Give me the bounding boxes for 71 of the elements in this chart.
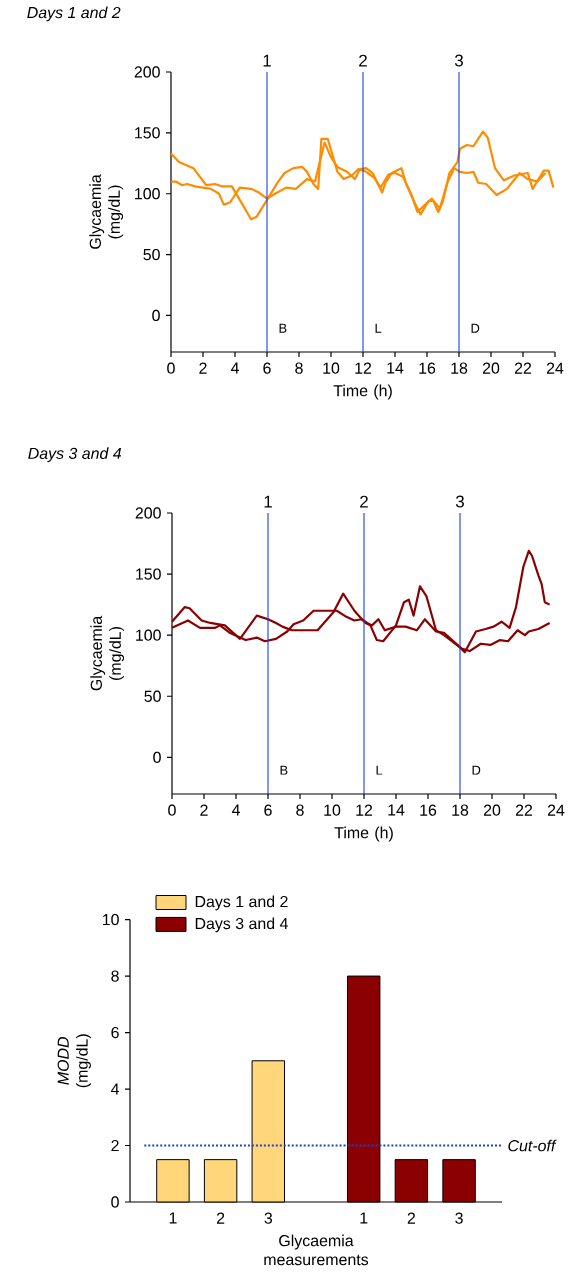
- x-tick-label: 20: [483, 804, 501, 816]
- x-tick-label: 0: [168, 804, 176, 816]
- annotation: B: [280, 765, 288, 775]
- x-tick-label: 24: [547, 804, 565, 816]
- x-tick-label: 16: [420, 804, 437, 816]
- x-tick-label: 8: [295, 362, 303, 374]
- x-tick-label: 2: [216, 1212, 225, 1224]
- y-tick-label: 200: [134, 66, 160, 78]
- chart-title: Days 1 and 2: [27, 6, 121, 22]
- y-tick-label: 200: [135, 507, 161, 519]
- x-tick-label: 14: [388, 804, 405, 816]
- x-tick-label: 8: [296, 804, 304, 816]
- x-tick-label: 6: [264, 804, 272, 816]
- text: 3: [454, 54, 463, 67]
- x-tick-label: 10: [324, 804, 341, 816]
- x-tick-label: 22: [514, 362, 532, 374]
- y-tick-label: 4: [110, 1083, 120, 1095]
- x-tick-label: 22: [515, 804, 533, 816]
- y-axis-title: Glycaemia (mg/dL): [89, 174, 124, 249]
- y-tick-label: 100: [136, 629, 161, 641]
- x-tick-label: 10: [323, 362, 340, 374]
- text: 2: [360, 495, 368, 508]
- text: 1: [264, 495, 272, 508]
- text: 1: [263, 54, 271, 67]
- annotation: D: [471, 323, 480, 333]
- x-axis-title: Time (h): [333, 384, 392, 400]
- y-tick-label: 0: [152, 309, 160, 322]
- x-tick-label: 0: [167, 362, 175, 374]
- x-axis-title: Time (h): [334, 826, 393, 842]
- x-tick-label: 12: [356, 804, 373, 816]
- annotation: L: [376, 765, 383, 775]
- y-tick-label: 150: [135, 127, 160, 139]
- y-tick-label: 8: [111, 970, 119, 982]
- x-tick-label: 18: [451, 362, 468, 374]
- x-tick-label: 2: [200, 804, 208, 816]
- x-tick-label: 20: [482, 362, 500, 374]
- y-tick-label: 2: [111, 1139, 119, 1152]
- text: 3: [455, 495, 464, 508]
- x-tick-label: 4: [230, 362, 239, 374]
- x-tick-label: 3: [455, 1212, 463, 1224]
- x-tick-label: 4: [231, 804, 240, 816]
- x-axis-title: Glycaemia measurements: [264, 1234, 369, 1266]
- chart-title: Days 3 and 4: [28, 447, 122, 463]
- x-tick-label: 1: [169, 1212, 177, 1224]
- legend-label: Days 1 and 2: [195, 895, 288, 911]
- x-tick-label: 3: [264, 1212, 273, 1224]
- y-axis-title: Glycaemia (mg/dL): [90, 615, 125, 691]
- y-tick-label: 50: [144, 690, 161, 702]
- x-tick-label: 2: [407, 1212, 416, 1224]
- x-tick-label: 6: [263, 362, 271, 374]
- y-tick-label: 100: [135, 188, 160, 200]
- annotation: B: [279, 323, 287, 333]
- x-tick-label: 1: [360, 1212, 368, 1224]
- y-tick-label: 6: [111, 1026, 119, 1039]
- y-tick-label: 10: [102, 913, 119, 926]
- annotation: D: [472, 765, 481, 775]
- ref-line-label: Cut-off: [508, 1139, 557, 1152]
- x-tick-label: 14: [387, 362, 404, 374]
- y-tick-label: 150: [136, 568, 161, 580]
- y-tick-label: 0: [111, 1196, 119, 1208]
- x-tick-label: 12: [355, 362, 372, 374]
- text: 2: [359, 54, 367, 67]
- x-tick-label: 18: [452, 804, 469, 816]
- y-tick-label: 0: [153, 751, 161, 763]
- annotation: L: [375, 323, 382, 333]
- x-tick-label: 24: [546, 362, 564, 374]
- legend-label: Days 3 and 4: [195, 917, 288, 933]
- x-tick-label: 2: [199, 362, 207, 374]
- x-tick-label: 16: [419, 362, 436, 374]
- y-axis-title: MODD (mg/dL): [57, 1034, 91, 1088]
- y-tick-label: 50: [143, 248, 160, 261]
